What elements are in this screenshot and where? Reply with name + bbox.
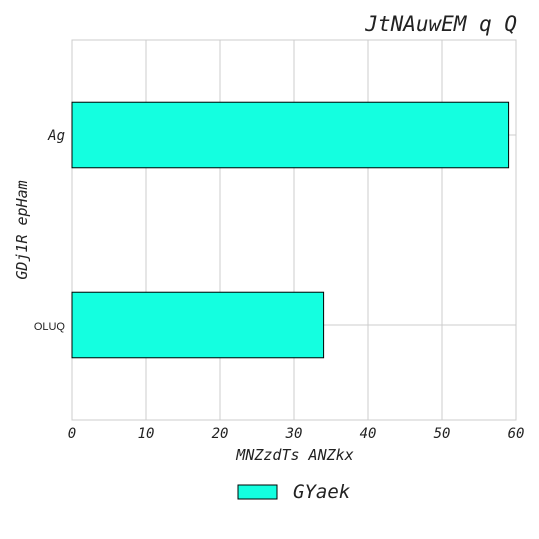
x-tick-label-0: 0 (68, 426, 76, 442)
x-tick-label-1: 10 (138, 426, 155, 442)
x-tick-label-3: 30 (285, 426, 303, 442)
y-tick-labels: Ag OLUQ (34, 128, 66, 333)
legend-label: GYaek (293, 481, 351, 503)
plot-frame (71, 39, 517, 421)
y-axis-label: GDj1R epHam (13, 180, 31, 279)
chart-title: JtNAuwEM q Q (364, 12, 517, 36)
y-tick-label-ag: Ag (47, 128, 65, 144)
bars-layer (71, 101, 510, 359)
bar-ag (71, 101, 510, 169)
bar-oluq (71, 291, 325, 359)
grid-layer (71, 40, 517, 420)
x-axis-label: MNZzdTs ANZkx (235, 446, 353, 464)
legend-swatch (237, 484, 278, 500)
x-tick-label-2: 20 (212, 426, 229, 442)
x-tick-label-4: 40 (360, 426, 377, 442)
legend: GYaek (237, 481, 351, 503)
x-tick-labels: 0 10 20 30 40 50 60 (68, 426, 525, 442)
x-tick-label-6: 60 (508, 426, 525, 442)
y-tick-label-oluq: OLUQ (34, 321, 66, 333)
x-tick-label-5: 50 (434, 426, 451, 442)
